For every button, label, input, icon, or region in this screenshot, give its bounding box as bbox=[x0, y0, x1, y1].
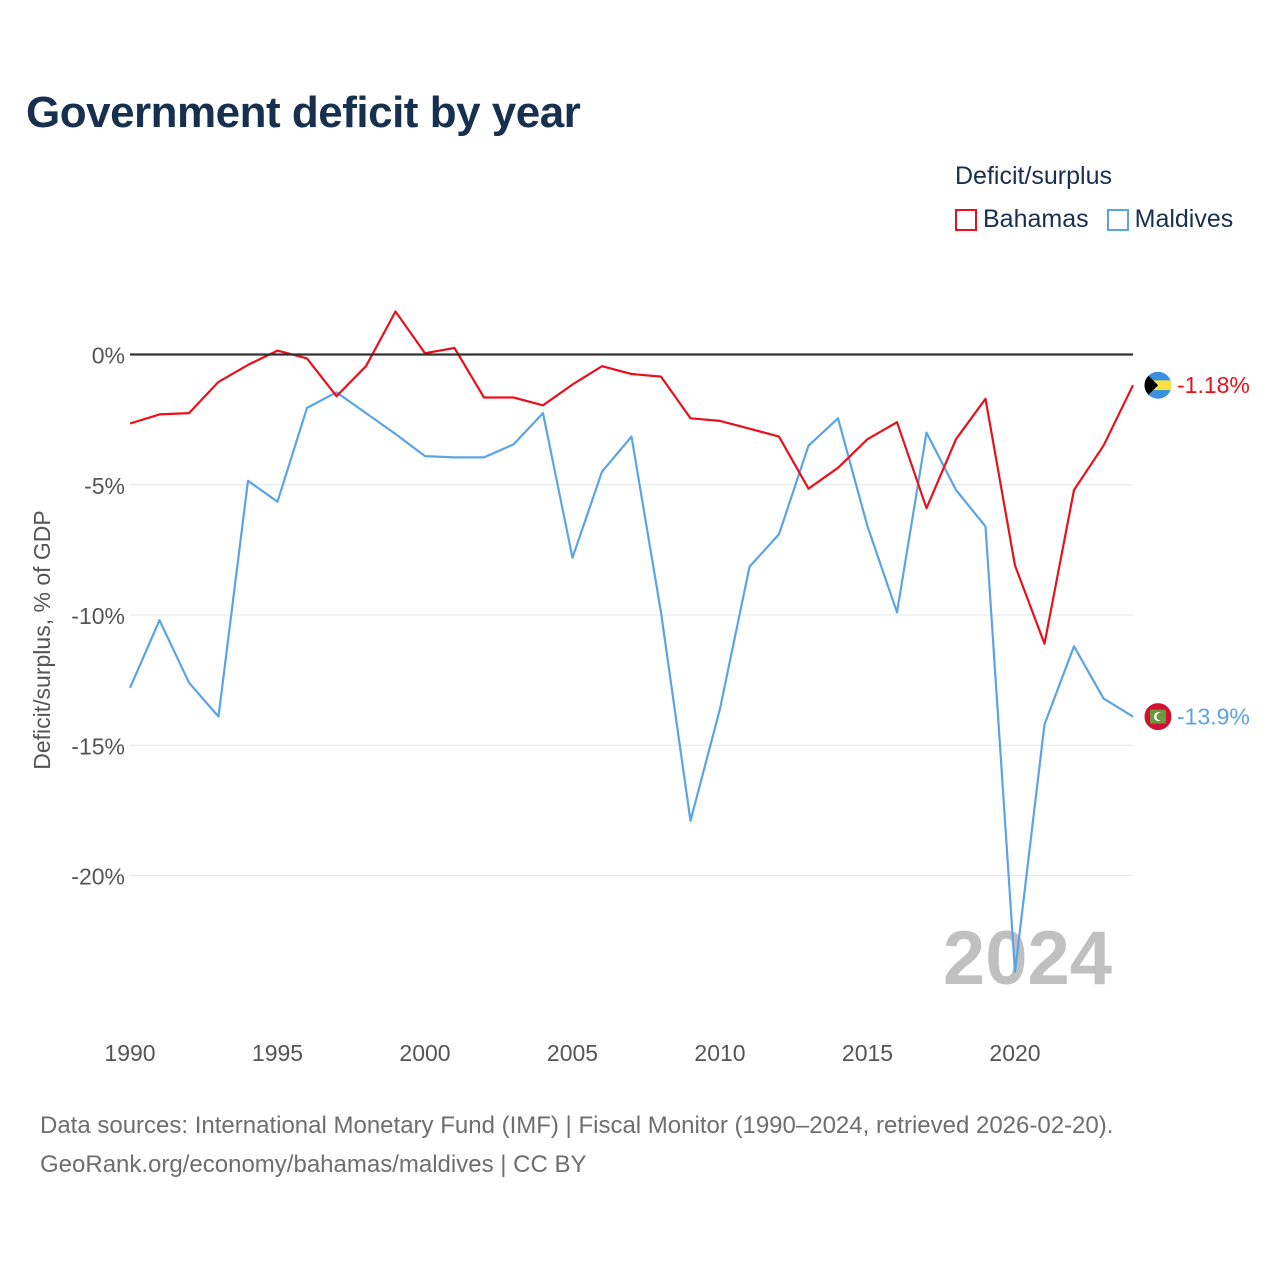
bahamas-flag-icon bbox=[1143, 370, 1173, 400]
y-tick-label: -15% bbox=[71, 733, 125, 759]
x-tick-label: 2010 bbox=[694, 1040, 745, 1066]
flag-triangle-front bbox=[1144, 371, 1158, 400]
legend-title: Deficit/surplus bbox=[955, 162, 1112, 190]
series-line-maldives bbox=[128, 391, 1134, 974]
watermark-year: 2024 bbox=[943, 916, 1112, 1001]
flag-crescent-inner bbox=[1156, 712, 1164, 721]
flag-body bbox=[1144, 702, 1172, 731]
y-axis-label: Deficit/surplus, % of GDP bbox=[29, 510, 55, 769]
x-tick-label: 1990 bbox=[104, 1040, 155, 1066]
legend-entry-maldives[interactable]: Maldives bbox=[1106, 205, 1234, 234]
x-tick-label: 2000 bbox=[399, 1040, 450, 1066]
legend-swatch-maldives bbox=[1106, 208, 1129, 231]
legend-entry-bahamas[interactable]: Bahamas bbox=[955, 205, 1089, 234]
line-chart: 0% -5% -10% -15% -20% 2024 1990 1995 2000 2005 201… bbox=[29, 310, 1250, 1066]
x-tick-label: 2005 bbox=[547, 1040, 598, 1066]
data-source-note: Data sources: International Monetary Fun… bbox=[40, 1112, 1114, 1139]
x-tick-label: 2020 bbox=[989, 1040, 1040, 1066]
legend-label-bahamas: Bahamas bbox=[983, 205, 1089, 233]
y-tick-label: 0% bbox=[92, 343, 125, 369]
end-label-maldives: -13.9% bbox=[1177, 704, 1250, 730]
y-tick-label: -5% bbox=[84, 473, 125, 499]
legend-swatch-bahamas bbox=[955, 208, 977, 231]
attribution-note: GeoRank.org/economy/bahamas/maldives | C… bbox=[40, 1151, 587, 1178]
flag-top-stripe bbox=[1144, 371, 1172, 381]
legend: Bahamas Maldives bbox=[955, 205, 1251, 234]
end-label-bahamas: -1.18% bbox=[1177, 372, 1250, 398]
footer: Data sources: International Monetary Fun… bbox=[40, 1106, 1113, 1184]
series-line-bahamas bbox=[129, 310, 1134, 645]
y-tick-label: -20% bbox=[71, 864, 125, 890]
chart-title: Government deficit by year bbox=[26, 88, 581, 137]
y-tick-label: -10% bbox=[71, 603, 125, 629]
flag-ring bbox=[1143, 370, 1173, 400]
legend-label-maldives: Maldives bbox=[1134, 205, 1234, 233]
flag-bottom-stripe bbox=[1144, 390, 1172, 400]
x-tick-label: 2015 bbox=[842, 1040, 893, 1066]
maldives-flag-icon bbox=[1143, 702, 1173, 732]
flag-ring bbox=[1143, 702, 1173, 732]
flag-body bbox=[1144, 371, 1172, 400]
x-tick-label: 1995 bbox=[252, 1040, 303, 1066]
